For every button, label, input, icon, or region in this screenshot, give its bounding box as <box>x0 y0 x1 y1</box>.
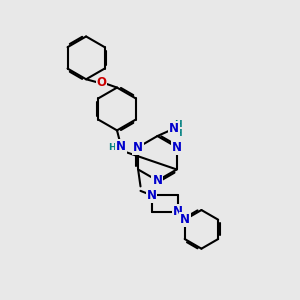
Text: N: N <box>146 189 157 202</box>
Text: H: H <box>174 120 182 129</box>
Text: N: N <box>133 141 143 154</box>
Text: N: N <box>180 213 190 226</box>
Text: N: N <box>152 174 162 187</box>
Text: N: N <box>172 141 182 154</box>
Text: N: N <box>173 205 183 218</box>
Text: N: N <box>169 122 179 135</box>
Text: H: H <box>108 143 116 152</box>
Text: N: N <box>116 140 126 153</box>
Text: H: H <box>174 129 182 138</box>
Text: O: O <box>97 76 106 89</box>
